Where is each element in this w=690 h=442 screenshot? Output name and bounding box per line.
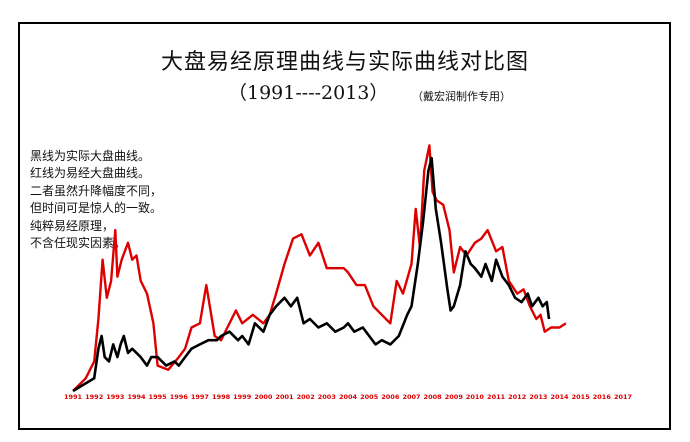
x-tick-label: 1998 — [212, 393, 231, 401]
x-tick-label: 2012 — [508, 393, 526, 401]
x-tick-label: 2013 — [529, 393, 547, 401]
annotation-line: 二者虽然升降幅度不同， — [30, 183, 163, 198]
x-tick-label: 1999 — [233, 393, 252, 401]
x-tick-label: 2015 — [572, 393, 591, 401]
x-tick-label: 2000 — [254, 393, 273, 401]
x-tick-label: 2011 — [487, 393, 506, 401]
x-tick-label: 2010 — [466, 393, 485, 401]
x-tick-label: 2003 — [318, 393, 336, 401]
x-tick-label: 2014 — [550, 393, 569, 401]
x-tick-label: 2008 — [424, 393, 443, 401]
x-tick-label: 2002 — [297, 393, 315, 401]
series-line-yijing — [72, 144, 567, 392]
annotation-line: 黑线为实际大盘曲线。 — [30, 149, 151, 163]
x-tick-label: 2006 — [381, 393, 400, 401]
x-tick-label: 1994 — [127, 393, 146, 401]
x-tick-label: 2004 — [339, 393, 358, 401]
annotation-line: 红线为易经大盘曲线。 — [30, 166, 151, 181]
chart-subtitle: （1991----2013） — [228, 82, 389, 104]
x-tick-label: 1996 — [170, 393, 189, 401]
chart-frame — [18, 22, 671, 430]
annotation-line: 但时间可是惊人的一致。 — [30, 201, 163, 216]
series-line-actual — [72, 156, 551, 393]
annotation-line: 纯粹易经原理， — [30, 218, 115, 233]
x-tick-label: 1995 — [149, 393, 168, 401]
x-tick-label: 1991 — [64, 393, 83, 401]
annotation-line: 不含任现实因素。 — [30, 236, 127, 251]
x-tick-label: 2001 — [275, 393, 294, 401]
x-tick-label: 1997 — [191, 393, 209, 401]
x-tick-label: 2016 — [593, 393, 612, 401]
x-tick-label: 2007 — [402, 393, 420, 401]
x-tick-label: 1992 — [85, 393, 103, 401]
x-tick-label: 2009 — [445, 393, 464, 401]
x-tick-label: 2005 — [360, 393, 379, 401]
chart-title: 大盘易经原理曲线与实际曲线对比图 — [160, 50, 529, 75]
author-note: （戴宏润制作专用） — [412, 90, 511, 103]
x-tick-label: 2017 — [614, 393, 632, 401]
annotation-block: 黑线为实际大盘曲线。 红线为易经大盘曲线。 二者虽然升降幅度不同， 但时间可是惊… — [30, 148, 162, 252]
x-tick-label: 1993 — [106, 393, 124, 401]
